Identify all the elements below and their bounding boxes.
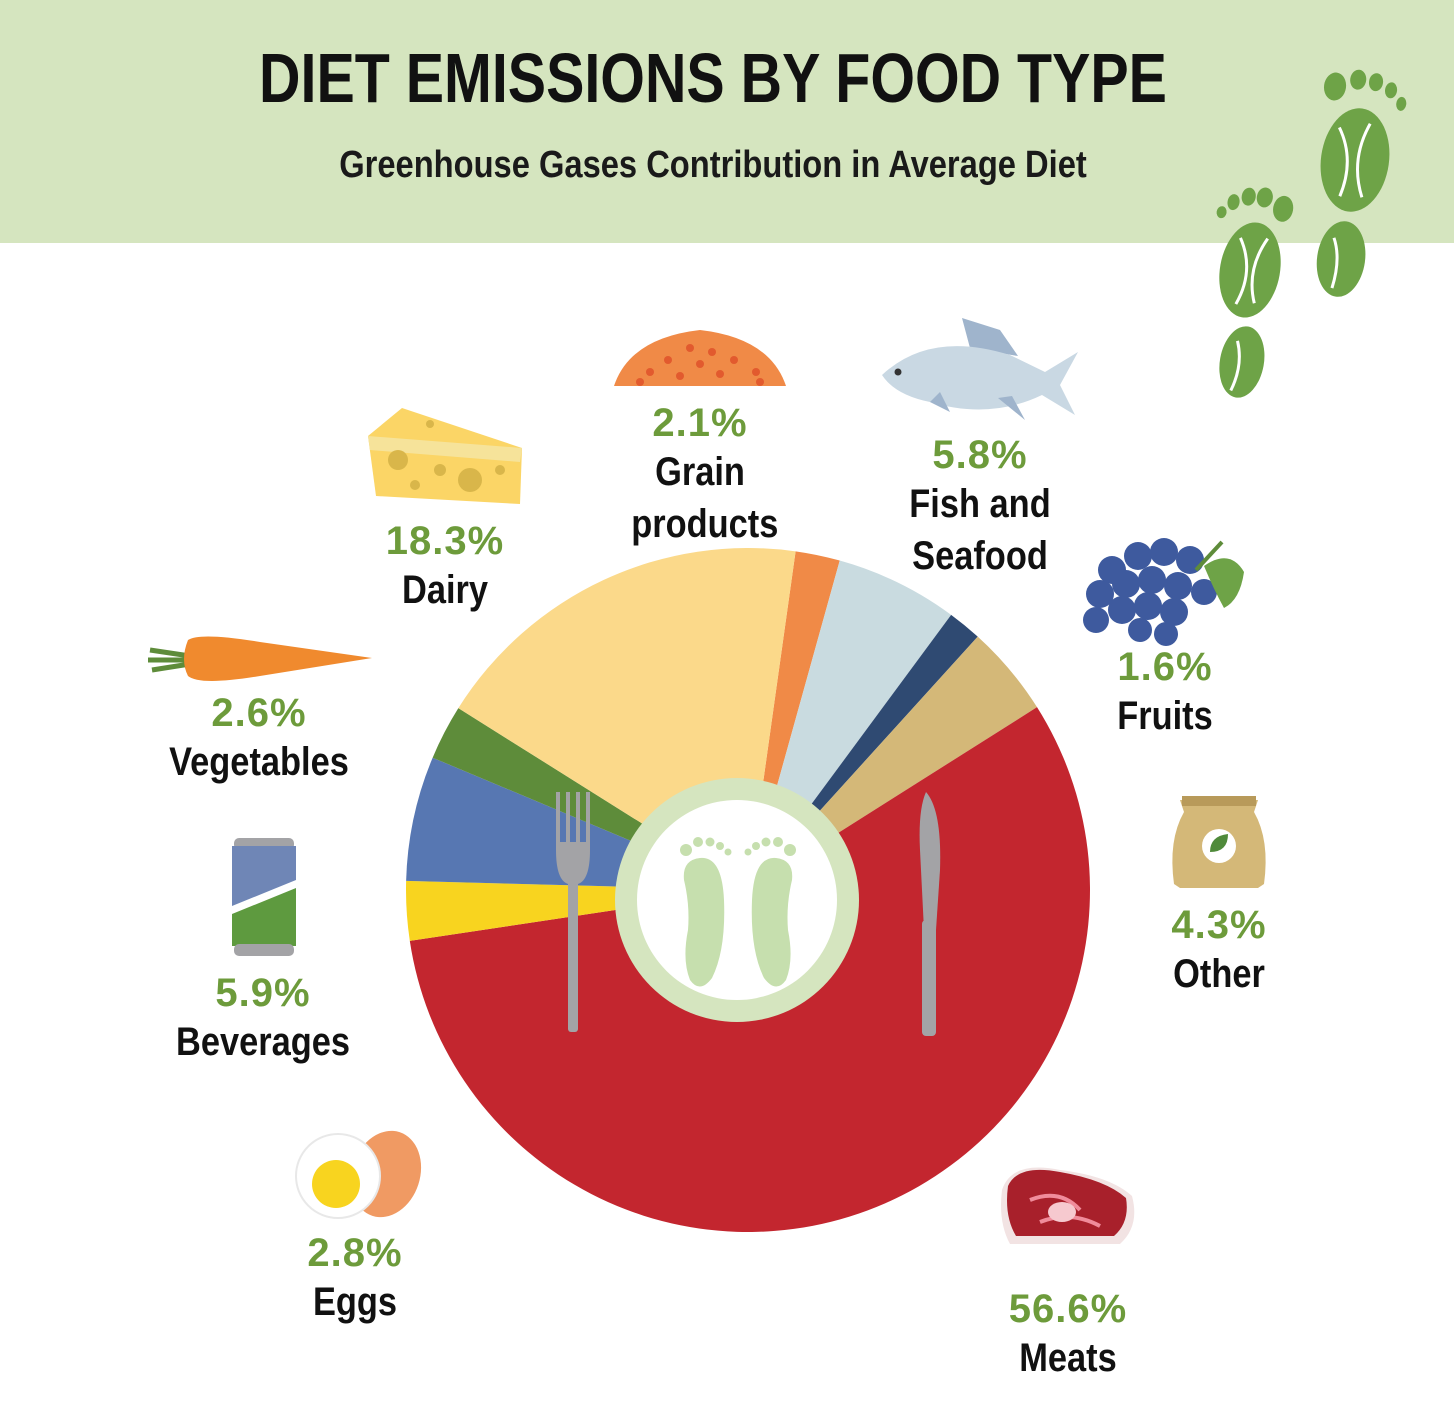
fish-icon bbox=[882, 318, 1078, 420]
category-name: products bbox=[631, 502, 779, 546]
category-name: Fruits bbox=[1117, 694, 1213, 738]
category-name: Meats bbox=[1019, 1336, 1117, 1380]
egg-icon bbox=[295, 1130, 422, 1219]
category-name: Vegetables bbox=[169, 740, 349, 784]
label-meats: 56.6% Meats bbox=[988, 1286, 1148, 1384]
percent-value: 56.6% bbox=[1008, 1287, 1128, 1331]
label-fruits: 1.6% Fruits bbox=[1090, 644, 1240, 742]
grapes-icon bbox=[1083, 538, 1244, 646]
steak-icon bbox=[1001, 1167, 1135, 1244]
plate-footprint-icon bbox=[680, 837, 796, 987]
label-vegetables: 2.6% Vegetables bbox=[142, 690, 376, 788]
label-dairy: 18.3% Dairy bbox=[370, 518, 520, 616]
percent-value: 5.8% bbox=[932, 433, 1028, 477]
percent-value: 2.6% bbox=[211, 691, 307, 735]
chart-title: DIET EMISSIONS BY FOOD TYPE bbox=[259, 39, 1167, 117]
category-name: Eggs bbox=[312, 1280, 398, 1324]
header-banner: DIET EMISSIONS BY FOOD TYPE Greenhouse G… bbox=[0, 0, 1454, 243]
sack-icon bbox=[1172, 796, 1266, 888]
chart-subtitle: Greenhouse Gases Contribution in Average… bbox=[339, 144, 1087, 186]
label-fish-and-seafood: 5.8% Fish and Seafood bbox=[880, 432, 1080, 582]
knife-icon bbox=[919, 792, 941, 1036]
percent-value: 4.3% bbox=[1171, 903, 1267, 947]
label-grain-products: 2.1% Grain products bbox=[620, 400, 780, 550]
category-name: Other bbox=[1173, 952, 1265, 996]
soda-can-icon bbox=[232, 838, 296, 956]
percent-value: 2.1% bbox=[652, 401, 748, 445]
percent-value: 2.8% bbox=[307, 1231, 403, 1275]
category-name: Beverages bbox=[175, 1020, 351, 1064]
cheese-icon bbox=[368, 408, 522, 504]
label-beverages: 5.9% Beverages bbox=[150, 970, 376, 1068]
carrot-icon bbox=[148, 636, 372, 681]
grain-pile-icon bbox=[614, 330, 786, 386]
percent-value: 5.9% bbox=[215, 971, 311, 1015]
category-name: Dairy bbox=[401, 568, 489, 612]
percent-value: 18.3% bbox=[385, 519, 505, 563]
plate-icon bbox=[615, 778, 859, 1022]
footprints-icon bbox=[1216, 69, 1407, 398]
category-name: Seafood bbox=[912, 534, 1048, 578]
category-name: Grain bbox=[655, 450, 745, 494]
percent-value: 1.6% bbox=[1117, 645, 1213, 689]
label-eggs: 2.8% Eggs bbox=[280, 1230, 430, 1328]
fork-icon bbox=[556, 792, 590, 1032]
category-name: Fish and bbox=[909, 482, 1051, 526]
label-other: 4.3% Other bbox=[1146, 902, 1292, 1000]
